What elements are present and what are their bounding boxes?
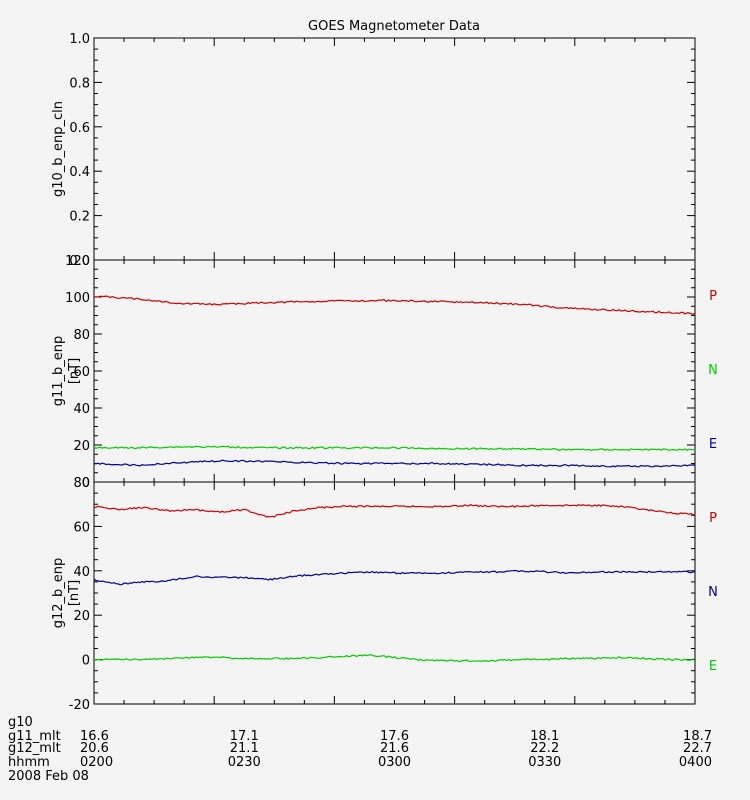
legend-label-N: N [708,363,718,378]
time-row-label: g12_mlt [8,741,61,756]
series-line-N [93,569,696,586]
time-tick-hhmm: 0230 [228,755,261,770]
y-tick-label: 0.2 [69,210,90,225]
time-row-label: g10 [8,715,33,730]
y-tick-label: 0 [82,654,90,669]
y-tick-label: 0.4 [69,165,90,180]
legend-label-P: P [709,511,717,526]
panel-frame [93,481,696,705]
series-line-E [93,459,696,468]
legend-label-N: N [708,585,718,600]
y-tick-label: 0 [82,476,90,491]
time-tick-hhmm: 0400 [679,755,712,770]
time-row-label: 2008 Feb 08 [8,769,89,784]
y-axis-unit: [nT] [67,580,82,606]
y-tick-label: 120 [65,254,90,269]
y-axis-label: g12_b_enp [51,558,66,629]
time-tick-g11_mlt: 18.1 [530,729,559,744]
time-tick-g12_mlt: 20.6 [80,741,109,756]
panel-frame [93,259,696,483]
series-line-E [93,653,696,663]
y-tick-label: 80 [73,476,90,491]
y-tick-label: -20 [69,698,90,713]
time-tick-hhmm: 0300 [378,755,411,770]
panel-frame [93,37,696,261]
legend-label-E: E [709,437,717,452]
panels-group: 0.0 0.2 0.4 0.6 0.8 1.0 g10_b_enp_cln 0 20 40 60 80… [51,32,718,713]
y-tick-label: 20 [73,609,90,624]
y-tick-label: 0.0 [69,254,90,269]
y-tick-label: 20 [73,439,90,454]
y-tick-label: 60 [73,520,90,535]
y-tick-label: 1.0 [69,32,90,47]
chart-title: GOES Magnetometer Data [308,19,480,34]
series-line-P [94,295,696,315]
time-tick-g11_mlt: 18.7 [683,729,712,744]
y-tick-label: 40 [73,402,90,417]
y-tick-label: 100 [65,291,90,306]
series-line-P [93,503,696,518]
time-tick-g11_mlt: 17.6 [380,729,409,744]
panel-0: 0.0 0.2 0.4 0.6 0.8 1.0 g10_b_enp_cln [51,32,696,269]
time-tick-g11_mlt: 17.1 [230,729,259,744]
panel-1: 0 20 40 60 80 100 120 g11_b_enp [nT] P N E [51,254,718,491]
time-tick-g12_mlt: 22.7 [683,741,712,756]
y-tick-label: 0.8 [69,76,90,91]
legend-label-P: P [709,289,717,304]
time-tick-hhmm: 0330 [528,755,561,770]
y-axis-label: g11_b_enp [51,336,66,407]
time-tick-g11_mlt: 16.6 [80,729,109,744]
time-row-label: g11_mlt [8,729,61,744]
y-tick-label: 0.6 [69,121,90,136]
time-tick-hhmm: 0200 [80,755,113,770]
legend-label-E: E [709,659,717,674]
series-line-N [93,445,696,452]
y-tick-label: 40 [73,565,90,580]
y-tick-label: 60 [73,365,90,380]
y-axis-unit: [nT] [67,358,82,384]
time-tick-g12_mlt: 21.6 [380,741,409,756]
time-tick-g12_mlt: 21.1 [230,741,259,756]
time-tick-g12_mlt: 22.2 [530,741,559,756]
y-axis-label: g10_b_enp_cln [51,101,66,197]
y-tick-label: 80 [73,328,90,343]
panel-2: -20 0 20 40 60 80 g12_b_enp [nT] P N E [51,476,718,713]
time-row-label: hhmm [8,755,50,770]
